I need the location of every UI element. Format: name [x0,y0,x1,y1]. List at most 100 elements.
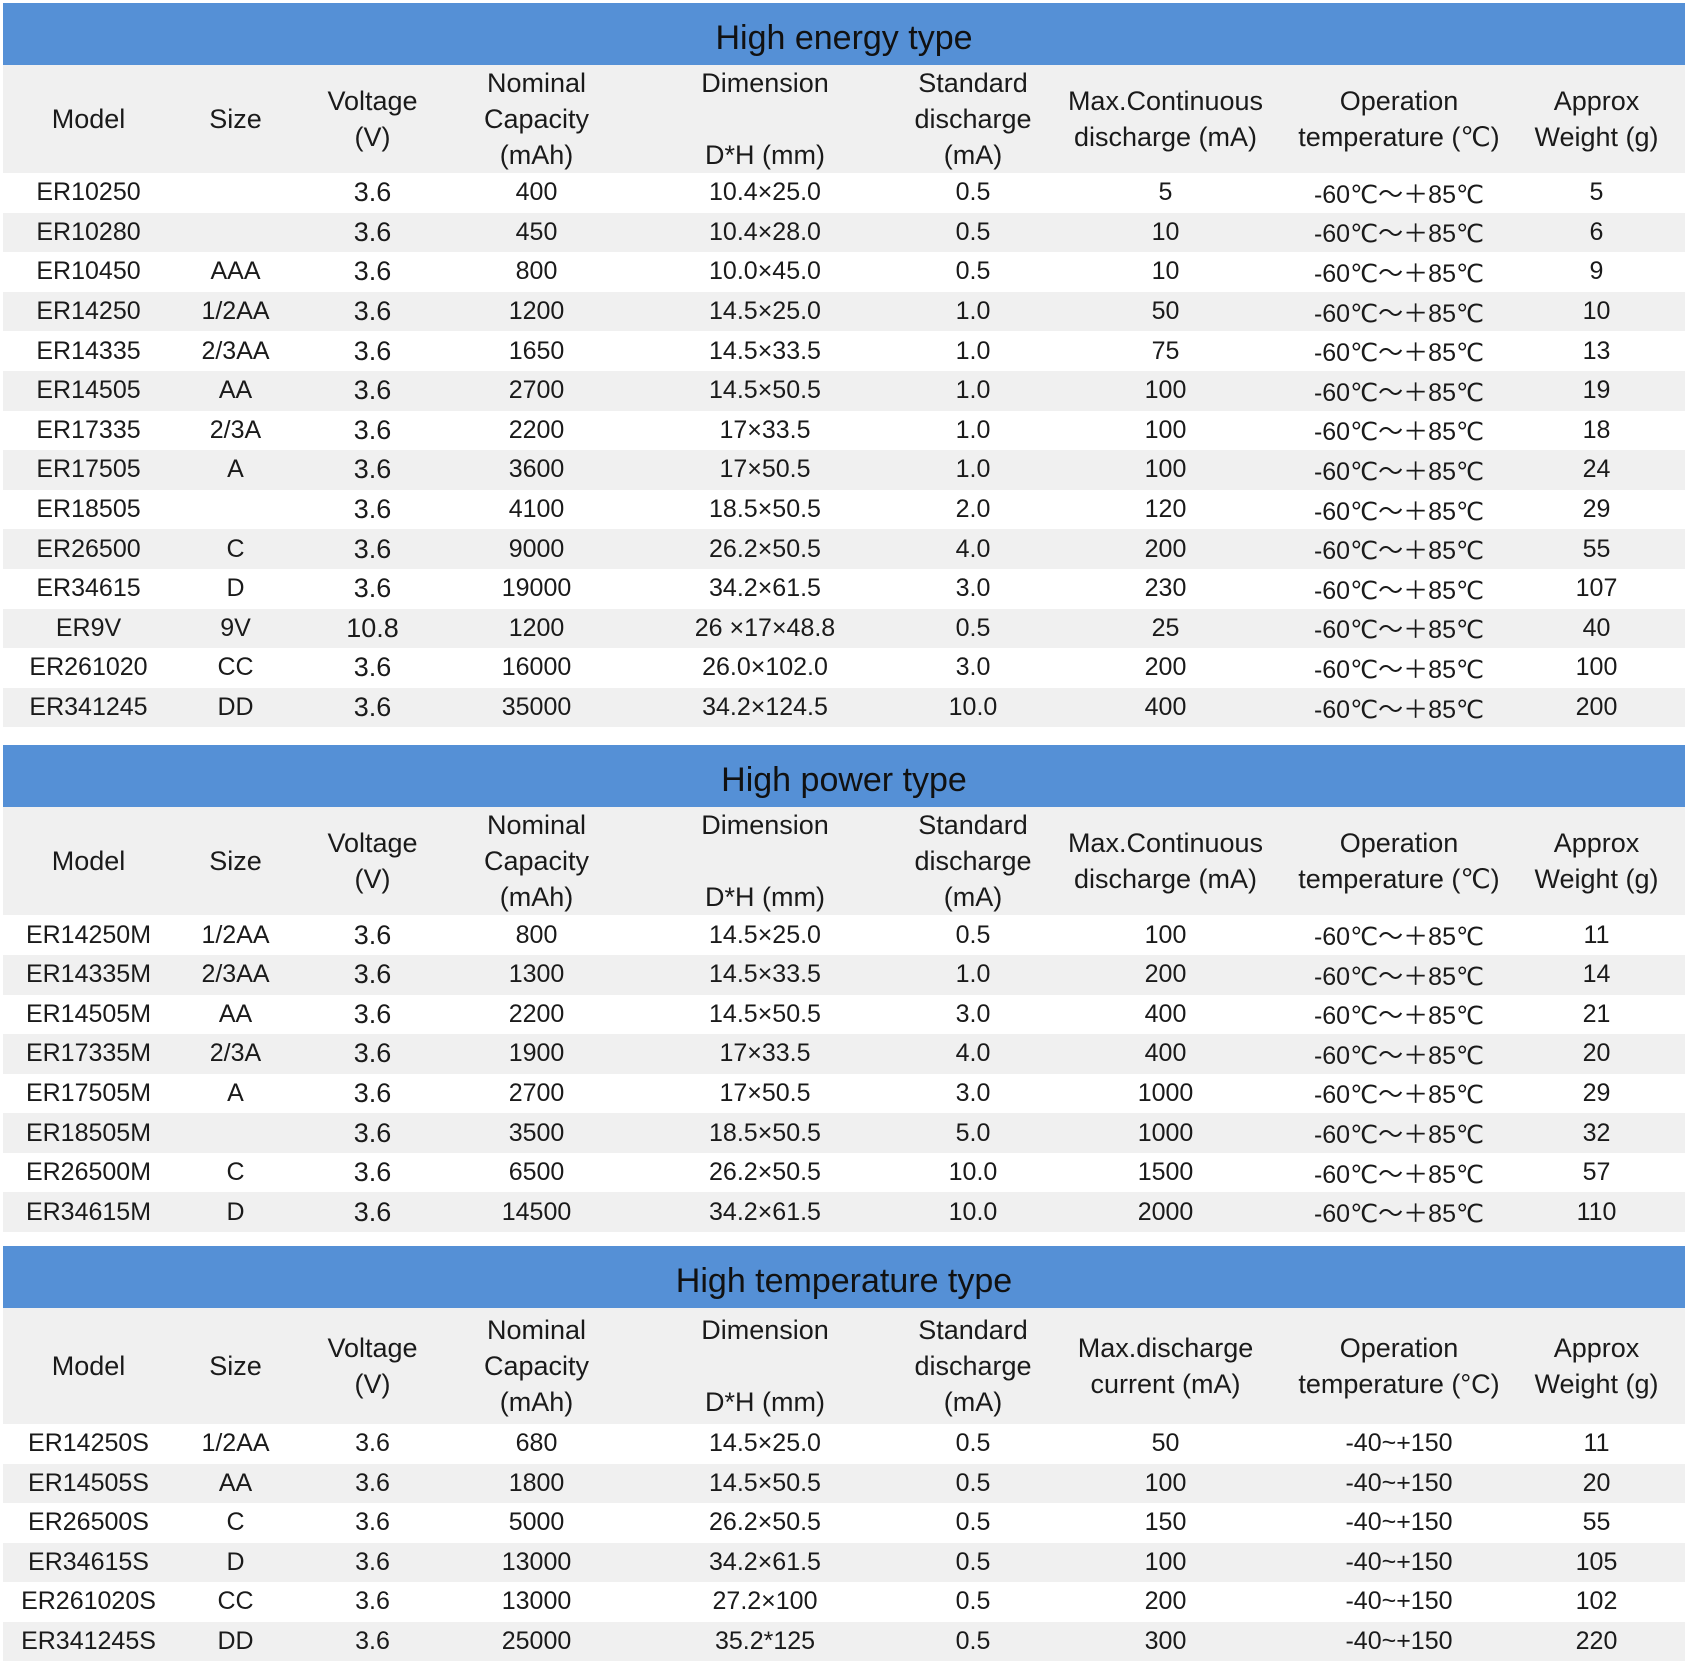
column-header: Approx Weight (g) [1534,828,1659,895]
table-cell: 1/2AA [201,920,270,949]
table-cell: 800 [515,257,558,286]
table-cell: 5 [1158,178,1173,207]
table-cell: 100 [1144,376,1187,405]
table-cell: 14 [1582,960,1611,989]
table-cell: C [226,1158,245,1187]
table-row: ER14335 2/3AA 3.6 1650 14.5×33.5 1.0 75 -60℃～＋8… [3,331,1685,371]
table-cell: ER341245S [21,1626,156,1655]
table-cell: 2/3AA [201,336,270,365]
table-row: ER34615 D 3.6 19000 34.2×61.5 3.0 230 -60℃～＋85℃… [3,569,1685,609]
table-cell: 17×50.5 [719,455,811,484]
table-cell: 9000 [508,534,565,563]
table-cell: ER26500S [28,1508,149,1537]
spec-table: Model Size Voltage (V) Nominal Capacity (mA… [3,1308,1685,1661]
section-title-band: High power type [3,745,1685,808]
table-cell: 14.5×25.0 [709,297,821,326]
table-cell: 32 [1582,1118,1611,1147]
section-title-band: High temperature type [3,1246,1685,1309]
table-cell: 3.6 [353,216,392,247]
table-row: ER14250 1/2AA 3.6 1200 14.5×25.0 1.0 50 -60℃～＋8… [3,291,1685,332]
table-cell: -40~+150 [1345,1468,1453,1497]
table-row: ER26500 C 3.6 9000 26.2×50.5 4.0 200 -60℃～＋85℃ 5… [3,529,1685,569]
table-cell: 107 [1575,574,1618,603]
table-cell: ER17505M [25,1078,152,1107]
table-cell: 2200 [508,415,565,444]
table-row: ER14250M 1/2AA 3.6 800 14.5×25.0 0.5 100 -60℃～＋… [3,915,1685,955]
table-cell: ER14505M [25,999,152,1028]
table-cell: ER341245 [29,693,148,722]
table-row: ER18505 3.6 4100 18.5×50.5 2.0 120 -60℃～＋85℃ 29 [3,490,1685,530]
table-cell: D [226,1197,245,1226]
table-cell: 3.6 [353,1038,392,1069]
table-cell: ER34615M [25,1197,152,1226]
table-cell: 3.6 [355,1587,390,1616]
spec-table: Model Size Voltage (V) Nominal Capacity (mA… [3,807,1685,1233]
table-cell: ER14335M [25,960,152,989]
column-header: Size [209,104,262,134]
table-cell: 0.5 [955,1547,991,1576]
table-cell: 0.5 [955,920,991,949]
table-cell: -40~+150 [1345,1547,1453,1576]
table-cell: ER14335 [36,336,141,365]
table-cell: 3.6 [353,919,392,950]
column-header: Standard discharge (mA) [914,1315,1032,1418]
table-cell: -60℃～＋85℃ [1313,576,1485,605]
table-cell: 2/3AA [201,960,270,989]
column-header: Operation temperature (℃) [1298,86,1500,152]
table-cell: 2700 [508,376,565,405]
table-cell: 1800 [508,1468,565,1497]
table-cell: 2700 [508,1078,565,1107]
section-title: High energy type [715,19,973,57]
table-cell: 19 [1582,376,1611,405]
table-cell: -60℃～＋85℃ [1313,655,1485,684]
table-cell: -60℃～＋85℃ [1313,1160,1485,1189]
table-cell: 26 ×17×48.8 [694,613,836,642]
table-cell: ER17505 [36,455,141,484]
table-cell: ER17335M [25,1039,152,1068]
table-cell: DD [217,693,254,722]
table-cell: 40 [1582,613,1611,642]
table-cell: 0.5 [955,178,991,207]
table-cell: 220 [1575,1626,1618,1655]
table-cell: 3.0 [955,1078,991,1107]
column-header: Standard discharge (mA) [914,810,1032,913]
table-cell: 26.0×102.0 [702,653,828,682]
table-cell: 34.2×61.5 [709,1197,821,1226]
table-cell: 2/3A [209,1039,262,1068]
table-cell: 200 [1144,534,1187,563]
table-cell: 14.5×25.0 [709,920,821,949]
table-row: ER10280 3.6 450 10.4×28.0 0.5 10 -60℃～＋85℃ 6 [3,212,1685,253]
column-header: Model [51,1351,126,1382]
table-cell: 1500 [1137,1158,1194,1187]
table-cell: ER10250 [36,178,141,207]
table-cell: 13000 [501,1587,572,1616]
table-cell: 2000 [1137,1197,1194,1226]
column-header: Operation temperature (℃) [1298,828,1500,895]
table-cell: ER14505 [36,376,141,405]
table-cell: 10.4×28.0 [709,217,821,246]
table-cell: C [226,534,245,563]
table-cell [174,490,297,530]
table-cell: 0.5 [955,257,991,286]
table-cell: 3.6 [355,1508,390,1537]
table-cell: AA [218,1468,253,1497]
table-cell: 0.5 [955,217,991,246]
table-cell: 14.5×33.5 [709,960,821,989]
table-cell: 400 [515,178,558,207]
column-header: Model [51,846,126,877]
table-cell: 1.0 [955,415,991,444]
table-cell: 1000 [1137,1118,1194,1147]
table-cell: 1200 [508,613,565,642]
table-cell: 1.0 [955,336,991,365]
table-cell: -60℃～＋85℃ [1313,923,1485,952]
table-cell: 0.5 [955,613,991,642]
table-cell: 200 [1144,960,1187,989]
table-cell: 10.0 [948,1158,998,1187]
table-cell: 3.6 [353,533,392,564]
table-cell [174,1113,297,1153]
table-cell: 10.0 [948,693,998,722]
column-header: Voltage (V) [327,1333,418,1400]
table-cell: 230 [1144,574,1187,603]
table-cell: -60℃～＋85℃ [1313,1002,1485,1031]
table-cell: ER10450 [36,257,141,286]
